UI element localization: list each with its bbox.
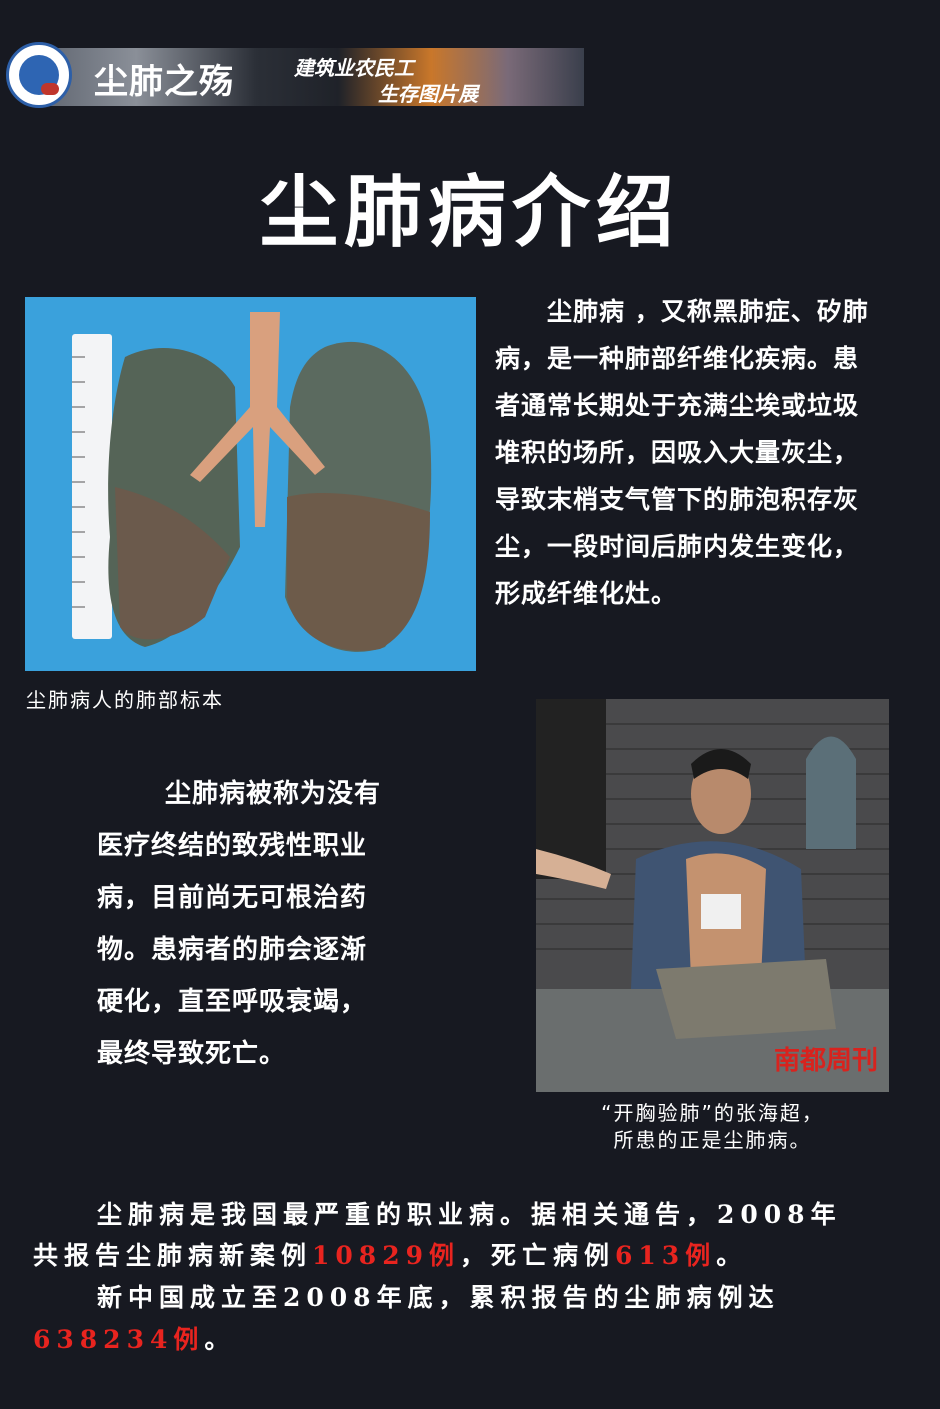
logo-badge [41, 83, 59, 95]
banner-subtitle-top: 建筑业农民工 [294, 56, 414, 80]
intro-line: 堆积的场所，因吸入大量灰尘， [495, 438, 860, 467]
stats-text: 共报告尘肺病新案例 [33, 1241, 313, 1270]
patient-photo: 南都周刊 [536, 699, 889, 1092]
total-cases-value: 638234例 [33, 1325, 205, 1354]
lung-illustration [25, 297, 476, 671]
disability-line: 病，目前尚无可根治药 [97, 883, 368, 913]
exhibition-banner: 尘肺之殇 建筑业农民工 生存图片展 [6, 42, 584, 110]
disability-line: 尘肺病被称为没有 [165, 779, 382, 809]
intro-line: 者通常长期处于充满尘埃或垃圾 [495, 391, 860, 420]
stats-text: ，死亡病例 [460, 1241, 616, 1270]
logo-icon [6, 42, 72, 108]
banner-strip [38, 48, 584, 106]
intro-line: 形成纤维化灶。 [495, 579, 678, 608]
stats-line-1: 尘肺病是我国最严重的职业病。据相关通告，2008年 [97, 1200, 842, 1229]
banner-title: 尘肺之殇 [94, 62, 234, 102]
stats-line-2: 共报告尘肺病新案例10829例，死亡病例613例。 [33, 1236, 747, 1272]
patient-illustration: 南都周刊 [536, 699, 889, 1092]
intro-line: 尘肺病 ，又称黑肺症、矽肺 [547, 297, 869, 326]
disability-paragraph: 尘肺病被称为没有 医疗终结的致残性职业 病，目前尚无可根治药 物。患病者的肺会逐… [97, 768, 427, 1080]
disability-line: 最终导致死亡。 [97, 1039, 287, 1069]
caption-line: 所患的正是尘肺病。 [613, 1128, 812, 1152]
intro-line: 导致末梢支气管下的肺泡积存灰 [495, 485, 860, 514]
lung-photo-caption: 尘肺病人的肺部标本 [26, 688, 224, 712]
deaths-value: 613例 [615, 1241, 717, 1270]
stats-line-3: 新中国成立至2008年底，累积报告的尘肺病例达 [97, 1283, 780, 1312]
banner-subtitle-bottom: 生存图片展 [378, 82, 478, 106]
stats-text: 。 [204, 1325, 236, 1354]
intro-paragraph: 尘肺病 ，又称黑肺症、矽肺 病，是一种肺部纤维化疾病。患 者通常长期处于充满尘埃… [495, 288, 915, 617]
stats-text: 。 [716, 1241, 748, 1270]
page-title: 尘肺病介绍 [259, 168, 680, 258]
caption-line: “开胸验肺”的张海超， [601, 1101, 824, 1125]
intro-line: 尘，一段时间后肺内发生变化， [495, 532, 860, 561]
disability-line: 物。患病者的肺会逐渐 [97, 935, 368, 965]
patient-photo-caption: “开胸验肺”的张海超， 所患的正是尘肺病。 [536, 1100, 889, 1154]
disability-line: 医疗终结的致残性职业 [97, 831, 368, 861]
intro-line: 病，是一种肺部纤维化疾病。患 [495, 344, 860, 373]
photo-watermark: 南都周刊 [774, 1046, 878, 1076]
stats-line-4: 638234例。 [33, 1320, 235, 1356]
lung-specimen-photo [25, 297, 476, 671]
disability-line: 硬化，直至呼吸衰竭， [97, 987, 368, 1017]
new-cases-value: 10829例 [312, 1241, 460, 1270]
